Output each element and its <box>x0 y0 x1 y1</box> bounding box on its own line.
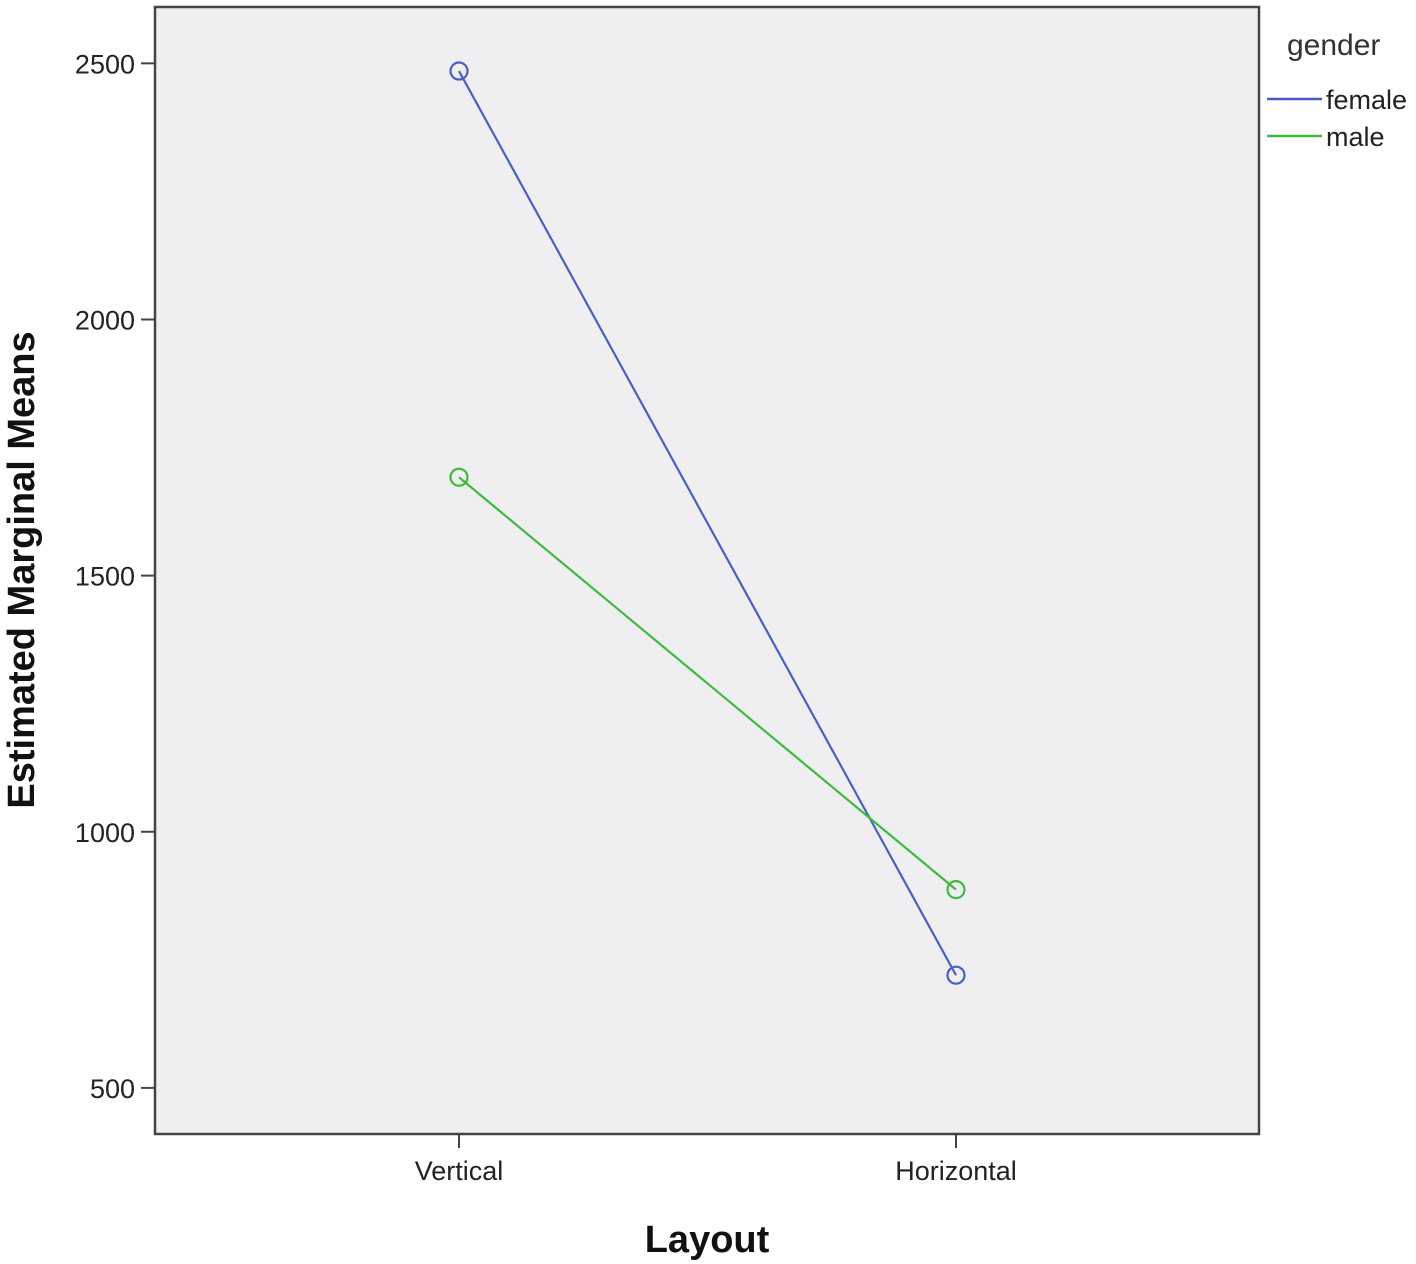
series-line-female <box>458 70 957 976</box>
data-point-male-vertical <box>449 467 469 487</box>
plot-area <box>153 5 1261 1136</box>
x-axis: Vertical Horizontal <box>415 1134 1017 1186</box>
legend-title: gender <box>1287 29 1380 62</box>
y-axis: 500 1000 1500 2000 2500 <box>75 49 155 1104</box>
y-tick-label: 2500 <box>75 49 135 79</box>
y-tick-label: 1000 <box>75 818 135 848</box>
data-point-male-horizontal <box>946 880 966 900</box>
x-tick-label: Vertical <box>415 1156 504 1186</box>
x-axis-title: Layout <box>645 1219 770 1261</box>
y-tick-label: 1500 <box>75 562 135 592</box>
y-tick-label: 500 <box>90 1074 135 1104</box>
legend-label-male: male <box>1326 122 1385 152</box>
data-point-female-vertical <box>449 61 469 81</box>
x-tick-label: Horizontal <box>895 1156 1017 1186</box>
series-line-male <box>458 476 957 891</box>
legend: gender female male <box>1267 29 1407 152</box>
series-layer <box>449 61 966 985</box>
legend-label-female: female <box>1326 85 1407 115</box>
y-axis-title: Estimated Marginal Means <box>1 331 43 808</box>
data-point-female-horizontal <box>946 965 966 985</box>
y-tick-label: 2000 <box>75 305 135 335</box>
